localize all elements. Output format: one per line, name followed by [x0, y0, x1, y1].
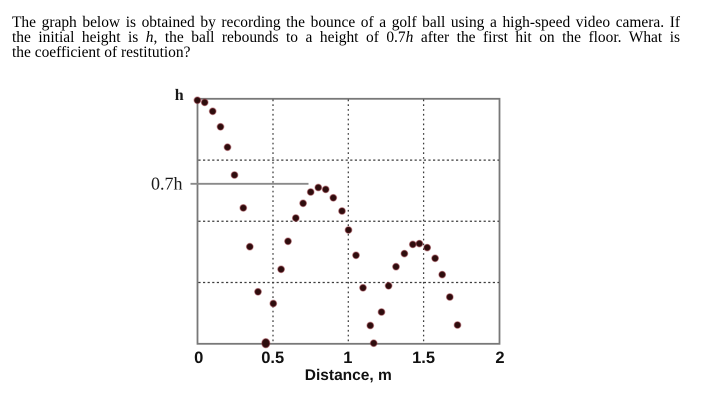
svg-text:h: h: [175, 87, 184, 104]
svg-text:1.5: 1.5: [412, 349, 435, 367]
svg-text:2: 2: [495, 349, 504, 367]
svg-text:0: 0: [194, 349, 203, 367]
svg-text:0.7h: 0.7h: [151, 174, 183, 194]
svg-text:0.5: 0.5: [261, 349, 284, 367]
svg-text:1: 1: [343, 349, 352, 367]
svg-text:Distance, m: Distance, m: [305, 367, 392, 384]
